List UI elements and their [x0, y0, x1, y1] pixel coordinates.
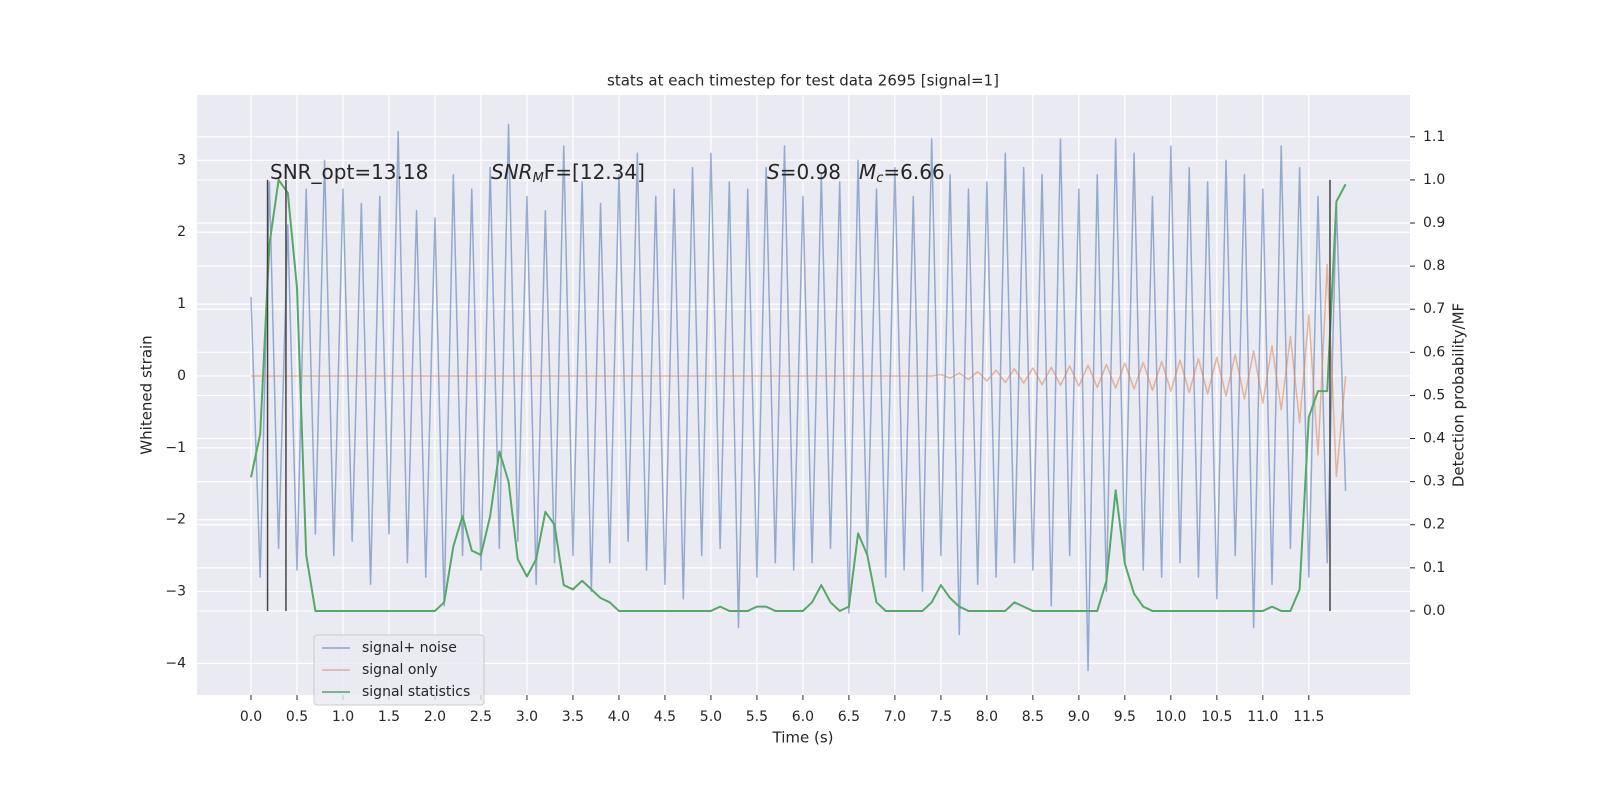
- y2-tick-label: 1.1: [1423, 129, 1445, 145]
- x-tick-label: 8.0: [976, 709, 998, 725]
- y2-tick-label: 0.4: [1423, 431, 1445, 447]
- annotation-part: SNR_opt=13.18: [270, 160, 428, 184]
- annotation-part: S: [767, 160, 780, 184]
- y2-tick-label: 0.6: [1423, 344, 1445, 360]
- y2-tick-label: 0.8: [1423, 258, 1445, 274]
- annotation-part: =0.98: [780, 160, 841, 184]
- y2-tick-label: 0.0: [1423, 603, 1445, 619]
- legend-box: [313, 634, 485, 706]
- annotation: SNRMF=[12.34]: [491, 160, 645, 186]
- x-tick-label: 11.0: [1247, 709, 1278, 725]
- y2-tick-label: 0.7: [1423, 301, 1445, 317]
- y-tick-label: −1: [165, 440, 186, 456]
- y2-tick-label: 0.1: [1423, 560, 1445, 576]
- marks: [250, 123, 1347, 672]
- x-tick-label: 2.0: [424, 709, 446, 725]
- y2-tick-label: 0.2: [1423, 517, 1445, 533]
- x-tick-label: 0.0: [240, 709, 262, 725]
- legend-label: signal only: [362, 662, 437, 678]
- y-tick-label: 2: [177, 224, 186, 240]
- x-tick-label: 5.5: [746, 709, 768, 725]
- annotation-part: F=[12.34]: [544, 160, 645, 184]
- labels: 0.0 0.5 1.0 1.5 2.0 2.5 3.0 3.5 4.0 4.5 5.0 5.5 6.0 6…: [165, 129, 1445, 725]
- y-tick-label: 1: [177, 296, 186, 312]
- x-tick-label: 7.0: [884, 709, 906, 725]
- x-tick-label: 9.5: [1114, 709, 1136, 725]
- legend-label: signal+ noise: [362, 640, 457, 656]
- annotation-part: c: [876, 171, 883, 186]
- x-tick-label: 3.5: [562, 709, 584, 725]
- x-tick-label: 7.5: [930, 709, 952, 725]
- x-tick-label: 1.5: [378, 709, 400, 725]
- x-tick-label: 4.0: [608, 709, 630, 725]
- chart-title: stats at each timestep for test data 269…: [607, 72, 999, 90]
- annotation: Mc=6.66: [859, 160, 945, 186]
- y-tick-label: −4: [165, 655, 186, 671]
- x-tick-label: 1.0: [332, 709, 354, 725]
- y2-tick-label: 0.9: [1423, 215, 1445, 231]
- x-tick-label: 3.0: [516, 709, 538, 725]
- y-tick-label: 3: [177, 152, 186, 168]
- x-tick-label: 4.5: [654, 709, 676, 725]
- x-tick-label: 6.0: [792, 709, 814, 725]
- x-tick-label: 2.5: [470, 709, 492, 725]
- x-axis-label: Time (s): [772, 729, 834, 747]
- series-line: [250, 123, 1347, 672]
- x-tick-label: 11.5: [1293, 709, 1324, 725]
- annotation-part: M: [533, 171, 544, 186]
- x-tick-label: 9.0: [1068, 709, 1090, 725]
- x-tick-label: 5.0: [700, 709, 722, 725]
- annotation-part: M: [859, 160, 876, 184]
- x-tick-label: 10.0: [1155, 709, 1186, 725]
- x-tick-label: 10.5: [1201, 709, 1232, 725]
- annotation: SNR_opt=13.18: [270, 160, 428, 184]
- y-tick-label: −2: [165, 512, 186, 528]
- annotation-part: SNR: [491, 160, 533, 184]
- y-tick-label: 0: [177, 368, 186, 384]
- annotation-part: =6.66: [883, 160, 944, 184]
- y2-tick-label: 0.5: [1423, 387, 1445, 403]
- y2-tick-label: 1.0: [1423, 172, 1445, 188]
- series-line: [250, 178, 1347, 612]
- x-tick-label: 8.5: [1022, 709, 1044, 725]
- legend-label: signal statistics: [362, 684, 470, 700]
- x-tick-label: 6.5: [838, 709, 860, 725]
- grid: [197, 95, 1415, 700]
- annotation: S=0.98: [767, 160, 841, 184]
- y-tick-label: −3: [165, 584, 186, 600]
- series-line: [250, 263, 1347, 478]
- y-axis-label: Whitened strain: [138, 335, 156, 454]
- y2-tick-label: 0.3: [1423, 474, 1445, 490]
- y2-axis-label: Detection probability/MF: [1450, 303, 1468, 487]
- x-tick-label: 0.5: [286, 709, 308, 725]
